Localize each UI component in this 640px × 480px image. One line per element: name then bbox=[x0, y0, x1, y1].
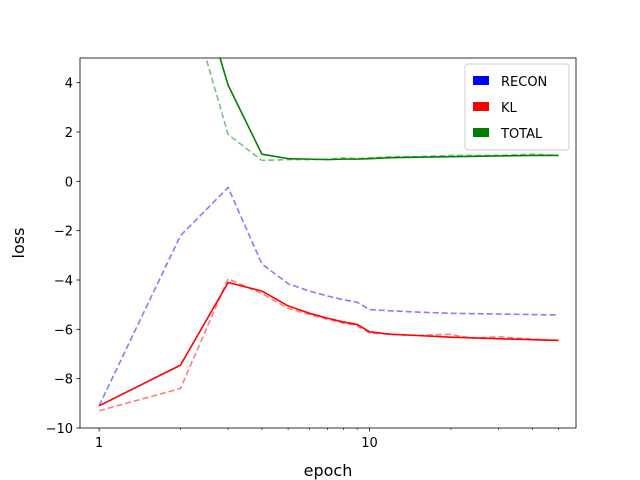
series-layer bbox=[98, 58, 559, 412]
legend: RECON KL TOTAL bbox=[464, 63, 570, 151]
legend-label-kl: KL bbox=[501, 101, 518, 116]
legend-swatch-recon bbox=[473, 76, 489, 85]
legend-swatch-total bbox=[473, 128, 489, 137]
y-tick-label: −6 bbox=[54, 323, 73, 338]
x-axis-label: epoch bbox=[304, 461, 353, 480]
legend-label-total: TOTAL bbox=[500, 127, 543, 142]
series-line-kl-solid bbox=[98, 281, 559, 407]
y-tick-label: 0 bbox=[65, 175, 73, 190]
plot-frame bbox=[79, 57, 577, 429]
legend-label-recon: RECON bbox=[501, 75, 547, 90]
y-tick-label: −4 bbox=[54, 274, 73, 289]
y-tick-label: −2 bbox=[54, 225, 73, 240]
legend-box bbox=[464, 63, 570, 151]
series-line-total-solid bbox=[219, 58, 559, 161]
series-line-recon-dashed bbox=[98, 186, 559, 407]
x-tick-label: 1 bbox=[95, 436, 103, 451]
x-axis: 1 10 bbox=[95, 428, 559, 451]
y-tick-label: −10 bbox=[46, 422, 73, 437]
legend-swatch-kl bbox=[473, 102, 489, 111]
y-tick-label: 2 bbox=[65, 126, 73, 141]
y-tick-label: 4 bbox=[65, 77, 73, 92]
y-axis-label: loss bbox=[9, 228, 28, 259]
y-tick-label: −8 bbox=[54, 373, 73, 388]
series-line-total-dashed bbox=[205, 60, 559, 162]
x-tick-label: 10 bbox=[361, 436, 378, 451]
y-axis: −10 −8 −6 −4 −2 0 2 4 bbox=[46, 77, 80, 437]
